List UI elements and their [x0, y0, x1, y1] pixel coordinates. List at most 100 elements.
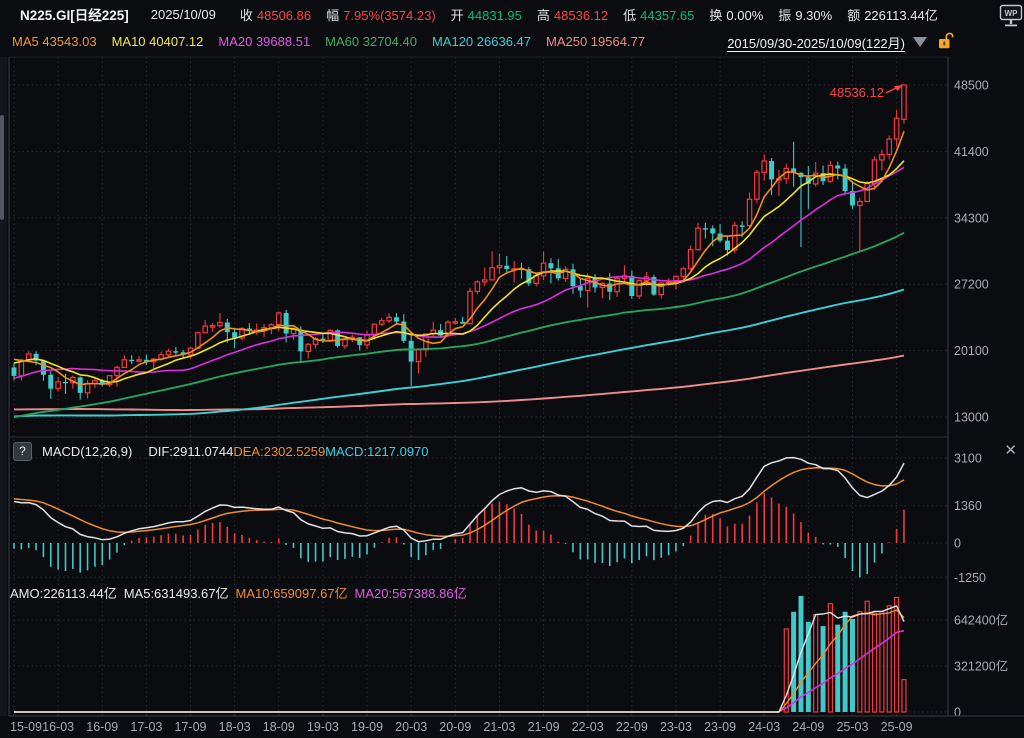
quote-field-value: 226113.44亿: [864, 7, 938, 23]
candle-body: [724, 240, 730, 250]
unlock-icon[interactable]: [937, 32, 954, 53]
quote-field-label: 高: [536, 7, 550, 23]
candle-body: [467, 290, 473, 325]
candle-body: [791, 168, 797, 173]
candle-body: [805, 177, 811, 184]
candle-body: [548, 263, 554, 269]
candle-body: [687, 249, 694, 270]
macd-dif-line: [13, 456, 905, 543]
amount-header: AMO:226113.44亿 MA5:631493.67亿 MA10:659097.…: [10, 584, 474, 601]
axis-tick-label: 22-09: [616, 720, 648, 734]
macd-dea-line: [13, 466, 905, 538]
axis-tick-label: 24-03: [748, 720, 780, 734]
volume-ma20-line: [14, 629, 905, 713]
candle-body: [415, 349, 422, 363]
macd-header: ? MACD(12,26,9) DIF:2911.0744 DEA:2302.5…: [0, 441, 1024, 461]
candle-body: [357, 337, 363, 345]
quote-field-value: 9.30%: [795, 7, 833, 23]
axis-tick-label: 3100: [954, 451, 982, 465]
candle-body: [173, 351, 179, 353]
amount-ma-label: MA5:631493.67亿: [123, 586, 229, 601]
candle-body: [481, 279, 488, 283]
volume-bar: [893, 596, 900, 713]
candle-body: [562, 268, 569, 279]
volume-bar: [820, 626, 826, 712]
quote-field: 高 48536.12: [537, 5, 608, 24]
candle-body: [636, 279, 642, 297]
candle-body: [378, 320, 385, 325]
candle-body: [710, 228, 716, 234]
quote-field-label: 开: [450, 7, 464, 23]
price-ma60-line: [13, 231, 905, 419]
price-ma10-line: [13, 160, 905, 384]
close-icon[interactable]: ✕: [1004, 442, 1017, 459]
macd-name: MACD(12,26,9): [42, 443, 133, 459]
chevron-down-icon[interactable]: [913, 37, 927, 47]
price-ma120-line: [13, 288, 905, 418]
volume-bar: [783, 628, 789, 713]
candle-body: [320, 338, 326, 341]
candle-body: [62, 381, 68, 384]
candle-body: [496, 265, 503, 269]
candle-body: [217, 321, 223, 327]
axis-tick-label: 18-09: [263, 720, 295, 734]
candle-body: [202, 325, 209, 334]
quote-field-value: 44831.95: [467, 7, 522, 23]
ma-indicator-bar: MA5 43543.03 MA10 40407.12 MA20 39688.51 MA…: [0, 28, 1024, 55]
axis-tick-label: 23-09: [704, 720, 736, 734]
quote-field: 低 44357.65: [623, 5, 694, 24]
left-scrollbar-thumb[interactable]: [0, 115, 4, 220]
candle-body: [680, 268, 687, 277]
candle-body: [401, 321, 407, 341]
axis-tick-label: 25-09: [881, 720, 913, 734]
axis-tick-label: 41400: [954, 145, 989, 159]
axis-tick-label: 21-09: [528, 720, 560, 734]
ma-label: MA5 43543.03: [12, 34, 97, 49]
quote-field-label: 振: [778, 7, 792, 23]
macd-macd-value: MACD:1217.0970: [325, 443, 429, 459]
candle-body: [879, 153, 885, 161]
ma-label: MA60 32704.40: [325, 34, 417, 49]
candle-body: [849, 191, 855, 206]
candle-body: [731, 224, 738, 251]
candle-body: [893, 117, 900, 140]
candle-body: [165, 350, 172, 356]
quote-field-value: 0.00%: [726, 7, 764, 23]
quote-field-value: 44357.65: [640, 7, 695, 23]
candle-body: [886, 138, 893, 156]
volume-bar: [849, 618, 855, 712]
axis-tick-label: 16-09: [86, 720, 118, 734]
candle-body: [607, 283, 613, 292]
macd-dea-value: DEA:2302.5259: [233, 443, 326, 459]
quote-field: 振 9.30%: [778, 5, 832, 24]
quote-field-label: 换: [709, 7, 723, 23]
help-button[interactable]: ?: [13, 441, 32, 461]
volume-ma10-line: [14, 609, 905, 713]
date-range-selector[interactable]: 2015/09/30-2025/10/09(122月): [727, 35, 905, 51]
quote-field-value: 7.95%(3574.23): [343, 7, 436, 23]
symbol-title: N225.GI[日经225]: [20, 8, 129, 23]
candle-body: [702, 228, 708, 230]
volume-bar: [791, 611, 797, 712]
candle-body: [342, 338, 348, 347]
axis-tick-label: 20-09: [439, 720, 471, 734]
amount-ma-label: MA10:659097.67亿: [235, 586, 348, 601]
candle-body: [84, 383, 91, 394]
axis-tick-label: 22-03: [572, 720, 604, 734]
candle-body: [143, 359, 149, 362]
axis-tick-label: 0: [954, 706, 961, 720]
volume-bar: [879, 611, 885, 713]
candle-body: [474, 281, 481, 292]
candle-body: [408, 340, 414, 362]
quote-field-label: 额: [847, 7, 861, 23]
amount-ma-label: MA20:567388.86亿: [354, 586, 467, 601]
amount-ma-label: AMO:226113.44亿: [10, 586, 117, 601]
axis-tick-label: 15-09: [10, 720, 42, 734]
candle-body: [232, 332, 238, 338]
ma-label: MA10 40407.12: [111, 34, 204, 49]
axis-tick-label: 321200亿: [954, 659, 1008, 674]
candle-body: [136, 359, 142, 362]
volume-bar: [901, 679, 907, 713]
